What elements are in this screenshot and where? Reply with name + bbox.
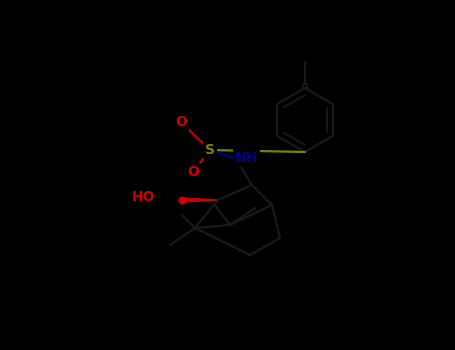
Text: O: O [187, 165, 199, 179]
Text: O: O [175, 115, 187, 129]
Polygon shape [182, 198, 218, 202]
Text: HO: HO [131, 190, 155, 204]
Text: NH: NH [235, 151, 258, 165]
Text: S: S [205, 143, 215, 157]
